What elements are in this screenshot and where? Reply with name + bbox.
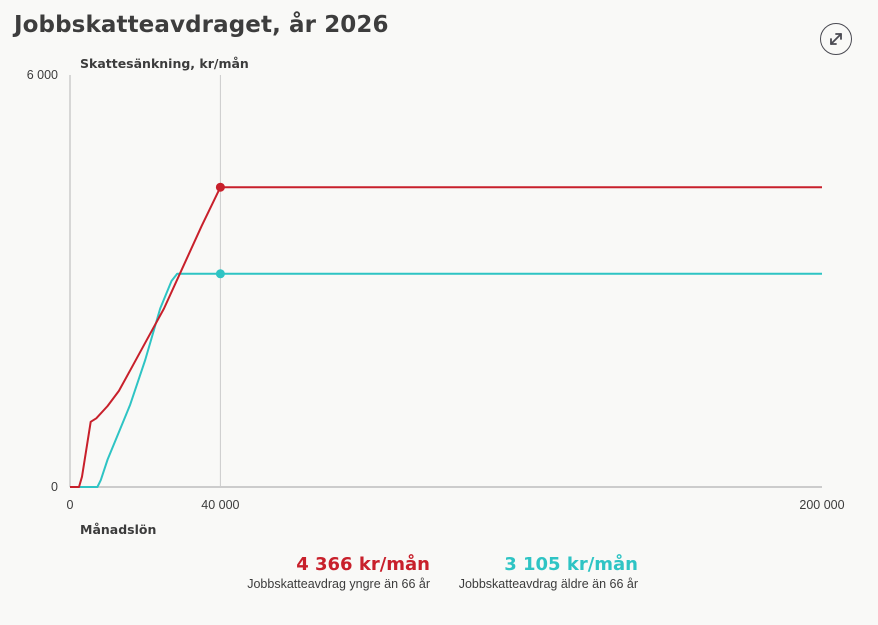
chart-axes: 0 6 000 0 40 000 200 000: [27, 68, 845, 512]
legend-young: 4 366 kr/mån Jobbskatteavdrag yngre än 6…: [230, 553, 430, 592]
highlight-point[interactable]: [215, 269, 225, 279]
y-tick-label: 6 000: [27, 68, 58, 82]
y-axis-title: Skattesänkning, kr/mån: [80, 56, 249, 71]
chart-series: [70, 182, 822, 488]
expand-button[interactable]: [820, 23, 852, 55]
page-title: Jobbskatteavdraget, år 2026: [14, 12, 389, 38]
legend-old: 3 105 kr/mån Jobbskatteavdrag äldre än 6…: [438, 553, 638, 592]
x-tick-label: 40 000: [201, 498, 239, 512]
highlight-point[interactable]: [215, 182, 225, 192]
x-tick-label: 200 000: [799, 498, 844, 512]
legend-young-value: 4 366 kr/mån: [296, 554, 430, 575]
line-chart: 0 6 000 0 40 000 200 000 Skattesänkning, kr/…: [27, 56, 845, 537]
expand-arrows-icon: [830, 33, 842, 45]
x-axis-title: Månadslön: [80, 522, 156, 537]
y-tick-label: 0: [51, 480, 58, 494]
x-tick-label: 0: [67, 498, 74, 512]
legend-old-label: Jobbskatteavdrag äldre än 66 år: [458, 577, 638, 591]
series-line: [70, 272, 822, 488]
legend-old-value: 3 105 kr/mån: [504, 554, 638, 575]
series-line: [70, 186, 822, 488]
legend-young-label: Jobbskatteavdrag yngre än 66 år: [247, 577, 430, 591]
